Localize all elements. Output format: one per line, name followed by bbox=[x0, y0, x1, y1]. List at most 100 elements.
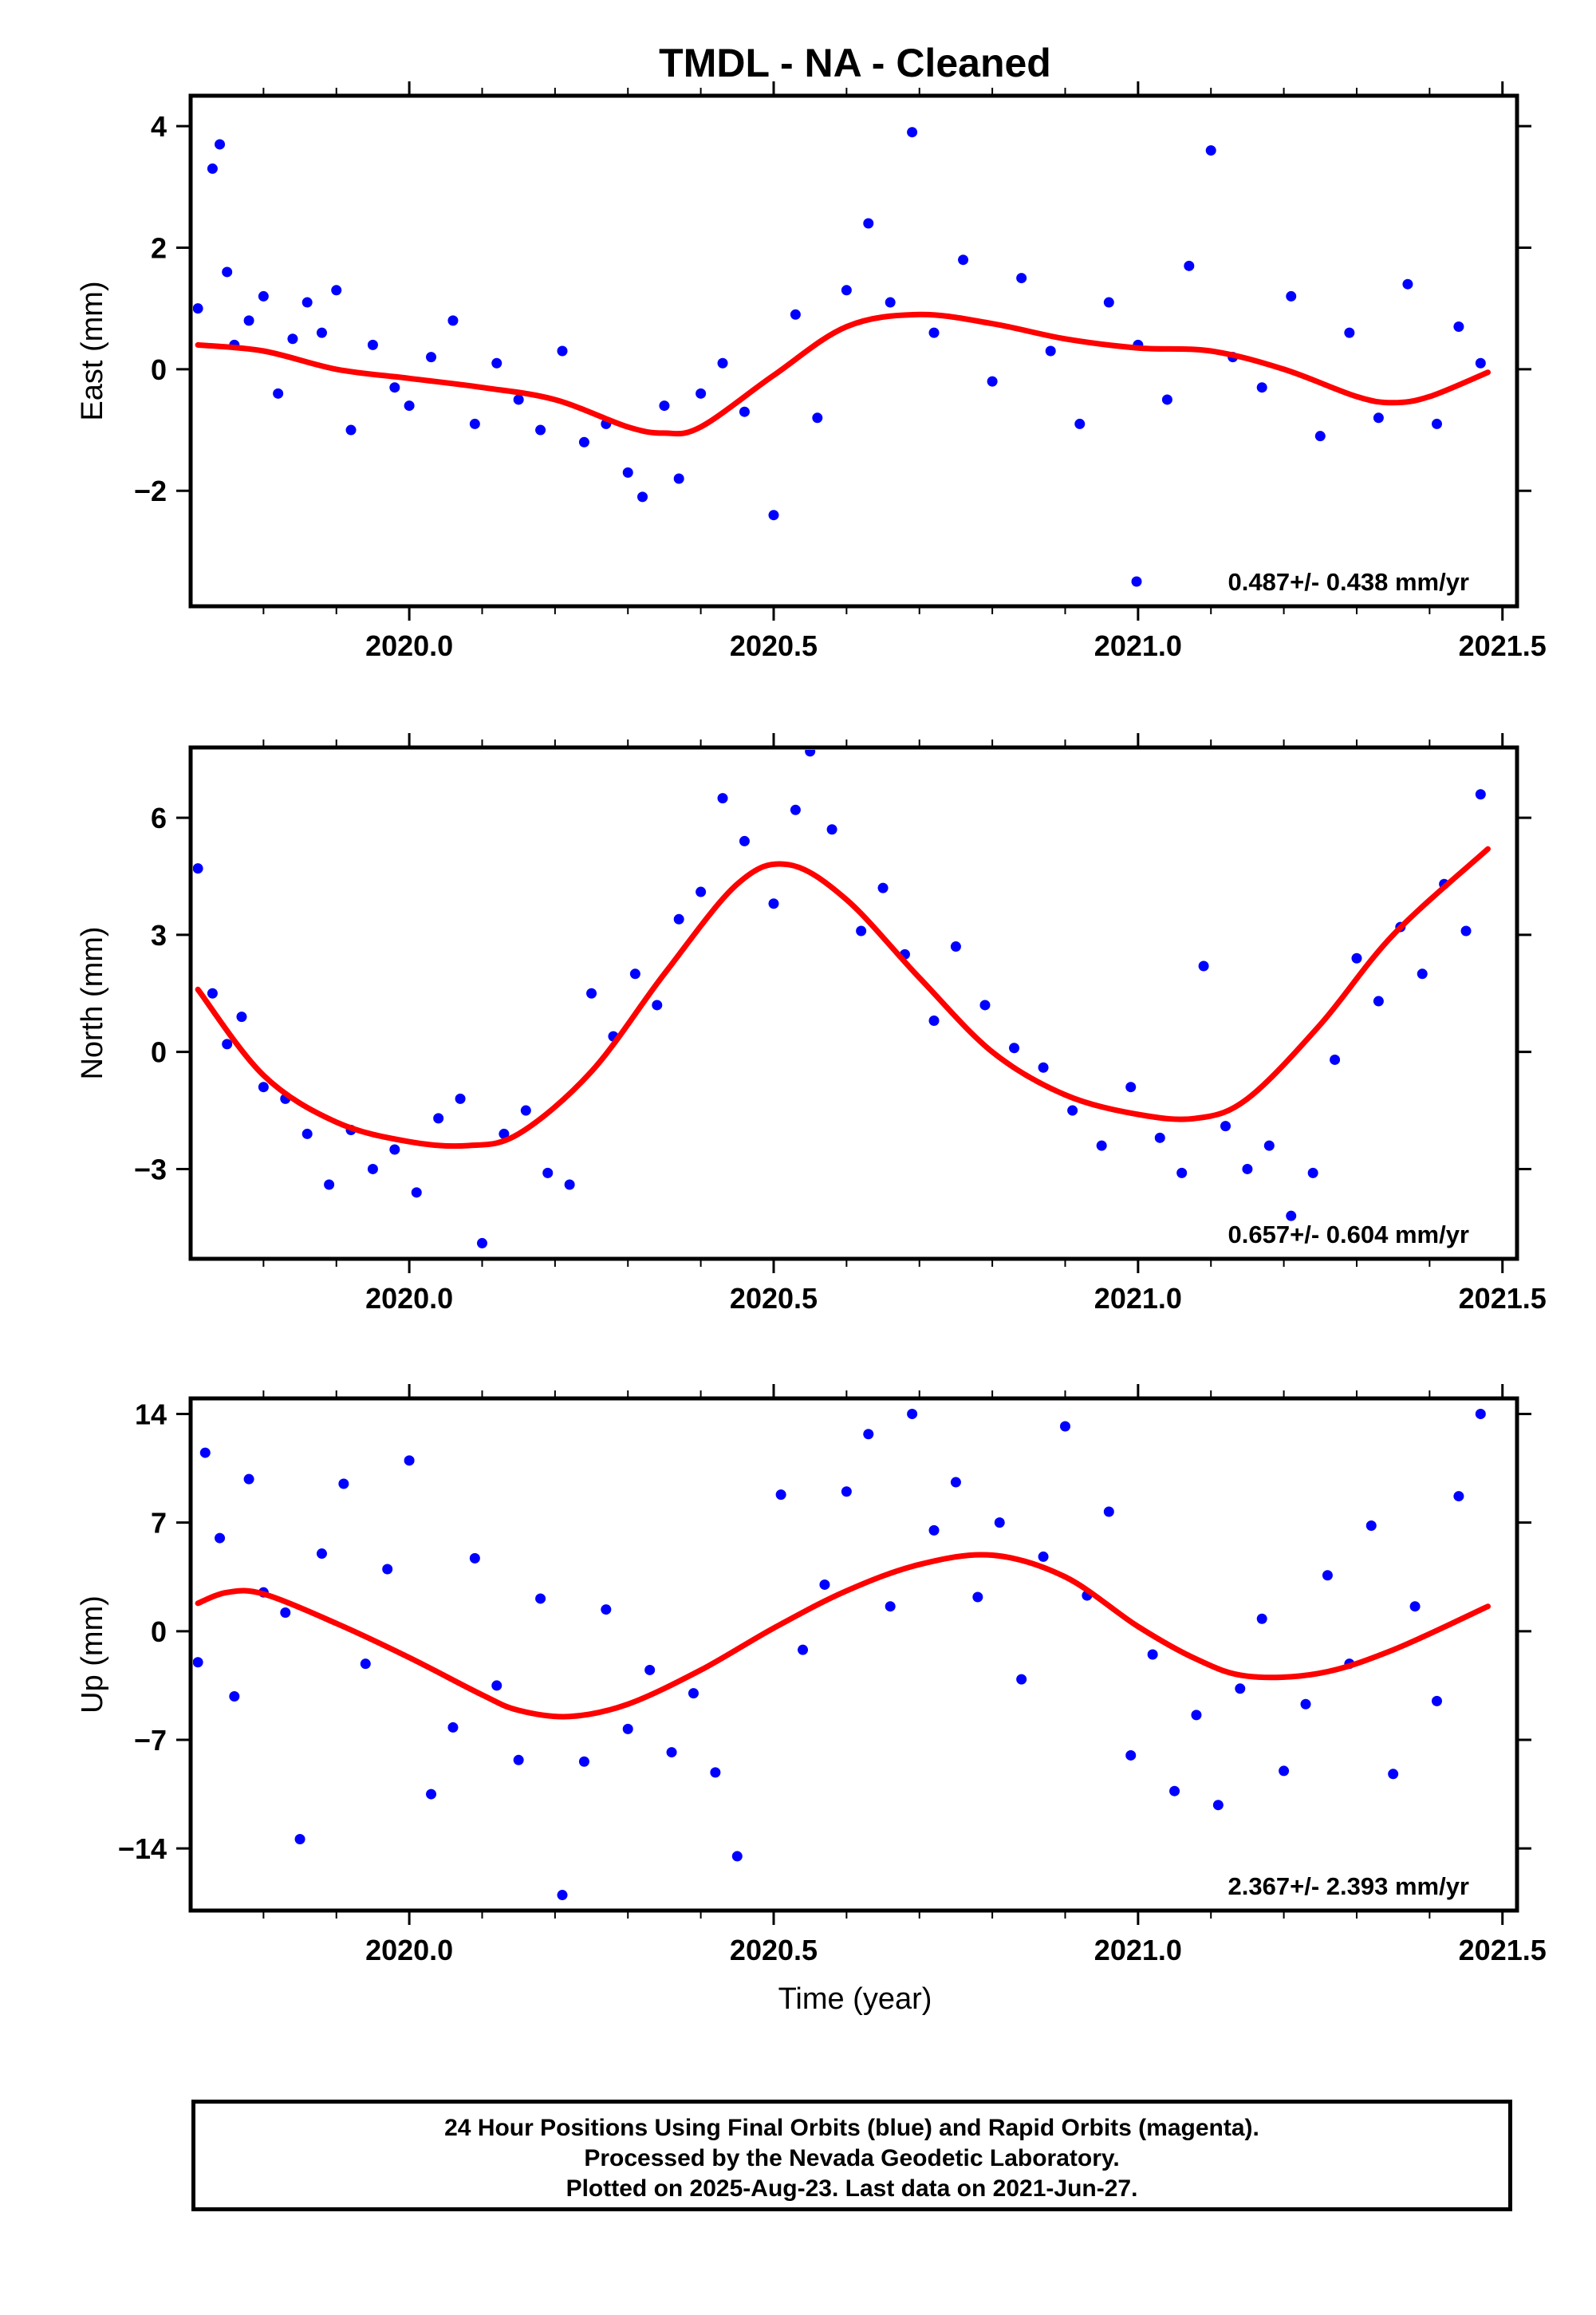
north-y-tick-label: −3 bbox=[134, 1153, 167, 1185]
north-data-point bbox=[1242, 1163, 1253, 1174]
up-data-point bbox=[972, 1591, 983, 1603]
east-frame bbox=[188, 93, 1519, 609]
north-data-point bbox=[629, 968, 640, 980]
north-data-point bbox=[222, 1039, 233, 1050]
east-data-point bbox=[316, 327, 327, 338]
east-data-point bbox=[1103, 297, 1114, 308]
east-y-tick-label: 0 bbox=[151, 353, 167, 386]
up-data-point bbox=[644, 1664, 656, 1675]
north-data-point bbox=[564, 1179, 575, 1190]
north-y-axis-label: North (mm) bbox=[76, 926, 109, 1079]
north-data-point bbox=[367, 1163, 378, 1174]
up-data-point bbox=[1016, 1674, 1027, 1685]
up-data-point bbox=[1125, 1749, 1137, 1761]
up-x-tick-label: 2020.0 bbox=[365, 1934, 453, 1966]
east-data-point bbox=[287, 333, 298, 345]
north-frame bbox=[188, 745, 1519, 1261]
up-data-point bbox=[1279, 1765, 1290, 1777]
up-data-point bbox=[578, 1756, 589, 1767]
up-data-point bbox=[1365, 1520, 1377, 1532]
north-data-point bbox=[1067, 1105, 1078, 1116]
up-data-point bbox=[710, 1767, 721, 1778]
east-data-point bbox=[367, 339, 378, 350]
east-y-tick-label: 2 bbox=[151, 231, 167, 264]
caption-line-3: Plotted on 2025-Aug-23. Last data on 202… bbox=[565, 2175, 1138, 2202]
north-data-point bbox=[950, 941, 961, 952]
up-data-point bbox=[215, 1532, 226, 1544]
up-data-point bbox=[731, 1851, 743, 1862]
up-x-tick-label: 2021.5 bbox=[1459, 1934, 1547, 1966]
east-data-point bbox=[863, 218, 874, 229]
chart-title: TMDL - NA - Cleaned bbox=[659, 41, 1051, 85]
east-data-point bbox=[907, 127, 918, 138]
up-data-point bbox=[1300, 1698, 1311, 1710]
east-data-point bbox=[222, 266, 233, 278]
north-data-point bbox=[877, 882, 889, 893]
north-data-point bbox=[389, 1144, 400, 1155]
north-data-point bbox=[455, 1093, 466, 1104]
east-fit-curve bbox=[195, 311, 1491, 437]
east-data-point bbox=[1205, 145, 1216, 156]
up-data-point bbox=[491, 1680, 502, 1691]
east-data-point bbox=[790, 309, 801, 320]
north-data-point bbox=[258, 1082, 269, 1093]
up-x-tick-label: 2021.0 bbox=[1094, 1934, 1182, 1966]
up-data-point bbox=[1147, 1649, 1158, 1660]
up-data-point bbox=[199, 1447, 211, 1458]
north-data-point bbox=[542, 1167, 554, 1178]
east-data-point bbox=[1184, 260, 1195, 271]
up-data-point bbox=[1103, 1506, 1114, 1517]
north-data-point bbox=[411, 1187, 422, 1198]
north-data-point bbox=[1096, 1140, 1107, 1151]
up-data-point bbox=[513, 1754, 524, 1765]
north-data-point bbox=[717, 793, 728, 804]
east-data-point bbox=[768, 510, 779, 521]
east-data-point bbox=[273, 388, 284, 399]
east-data-point bbox=[331, 285, 342, 296]
north-data-point bbox=[1286, 1210, 1297, 1221]
east-x-tick-label: 2021.5 bbox=[1459, 629, 1547, 662]
north-data-point bbox=[1038, 1062, 1049, 1073]
up-data-point bbox=[994, 1517, 1005, 1528]
north-panel: 2020.0 2020.5 2021.0 2021.5 6 3 0 −3 North (mm) 0… bbox=[76, 733, 1547, 1315]
north-y-tick-label: 0 bbox=[151, 1036, 167, 1069]
north-data-point bbox=[586, 988, 597, 999]
up-data-point bbox=[666, 1747, 677, 1758]
north-data-point bbox=[1263, 1140, 1275, 1151]
up-data-point bbox=[382, 1564, 393, 1575]
east-data-point bbox=[1045, 345, 1056, 357]
north-data-point bbox=[207, 988, 218, 999]
east-data-point bbox=[928, 327, 940, 338]
up-y-tick-label: 0 bbox=[151, 1615, 167, 1648]
east-data-point bbox=[426, 352, 437, 363]
east-data-point bbox=[739, 406, 750, 417]
east-y-tick-label: 4 bbox=[151, 110, 167, 143]
caption-box: 24 Hour Positions Using Final Orbits (bl… bbox=[191, 2100, 1512, 2211]
north-plot-area bbox=[193, 750, 1491, 1248]
up-data-point bbox=[294, 1834, 305, 1845]
up-rate-label: 2.367+/- 2.393 mm/yr bbox=[1228, 1872, 1469, 1900]
north-data-point bbox=[1220, 1121, 1231, 1132]
up-data-point bbox=[229, 1691, 240, 1702]
east-data-point bbox=[1373, 412, 1384, 424]
north-data-point bbox=[1009, 1043, 1020, 1054]
up-data-point bbox=[622, 1723, 633, 1734]
north-y-tick-label: 6 bbox=[151, 802, 167, 834]
east-data-point bbox=[812, 412, 823, 424]
north-x-tick-label: 2020.0 bbox=[365, 1282, 453, 1315]
north-data-point bbox=[1460, 925, 1472, 937]
up-y-tick-label: 7 bbox=[151, 1507, 167, 1540]
east-data-point bbox=[1475, 357, 1486, 369]
north-data-point bbox=[476, 1237, 487, 1248]
east-x-tick-label: 2020.0 bbox=[365, 629, 453, 662]
up-data-point bbox=[1431, 1695, 1442, 1706]
east-data-point bbox=[447, 315, 459, 326]
up-data-point bbox=[1169, 1785, 1180, 1796]
east-data-point bbox=[513, 394, 524, 405]
north-data-point bbox=[696, 886, 707, 897]
up-panel: 2020.0 2020.5 2021.0 2021.5 14 7 0 −7 −14 Up (mm)… bbox=[76, 1384, 1547, 1966]
east-data-point bbox=[578, 436, 589, 448]
north-rate-label: 0.657+/- 0.604 mm/yr bbox=[1228, 1221, 1469, 1248]
north-x-tick-label: 2021.5 bbox=[1459, 1282, 1547, 1315]
